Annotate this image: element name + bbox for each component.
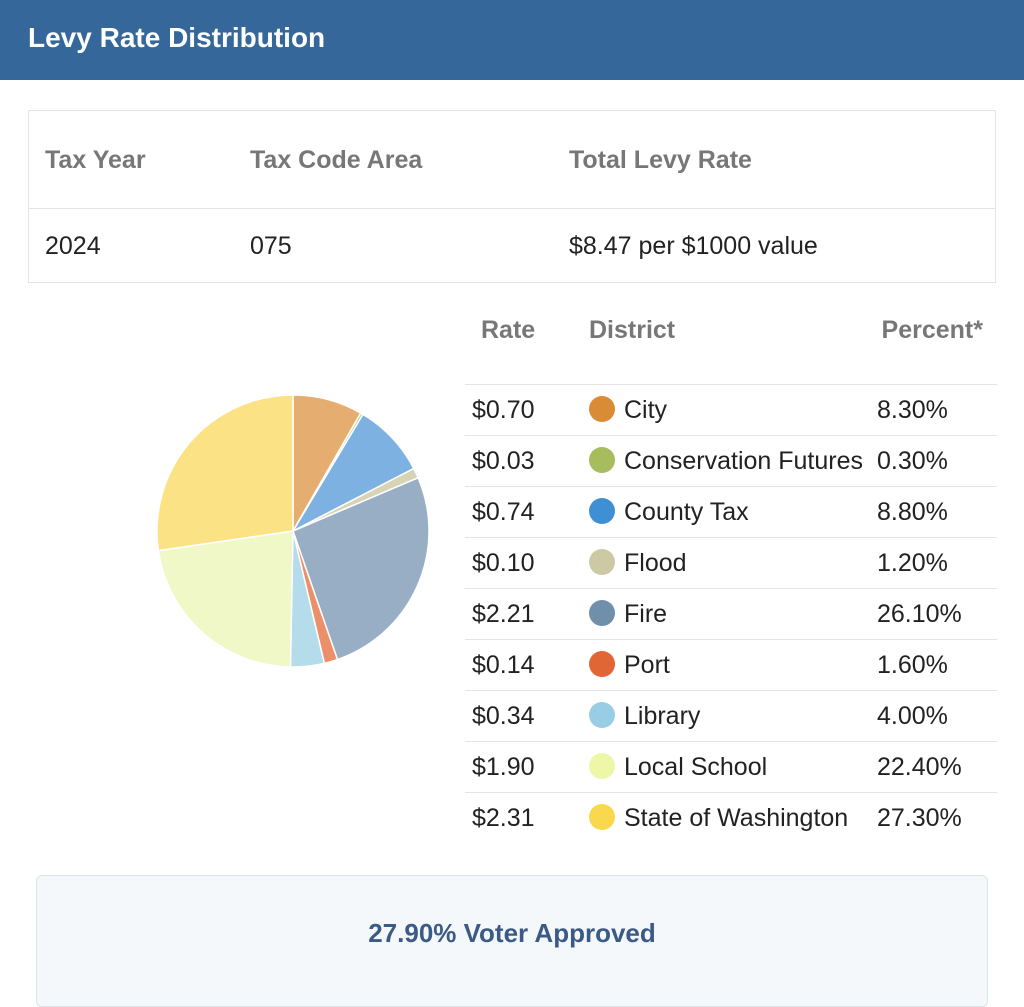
legend-dot — [589, 549, 615, 575]
district-cell: Local School — [589, 741, 869, 793]
rate-cell: $0.70 — [465, 384, 589, 436]
voter-approved-box: 27.90% Voter Approved — [36, 875, 988, 1007]
summary-header: Tax Year — [45, 146, 146, 174]
pie-chart — [156, 394, 430, 668]
district-name: City — [624, 396, 668, 424]
legend-dot — [589, 600, 615, 626]
percent-cell: 4.00% — [869, 690, 997, 742]
district-cell: Conservation Futures — [589, 435, 869, 487]
percent-cell: 26.10% — [869, 588, 997, 640]
summary-cell: $8.47 per $1000 value — [569, 232, 818, 260]
rate-cell: $0.74 — [465, 486, 589, 538]
rate-cell: $0.03 — [465, 435, 589, 487]
district-name: County Tax — [624, 498, 749, 526]
percent-cell: 27.30% — [869, 792, 997, 843]
percent-cell: 1.20% — [869, 537, 997, 589]
summary: Tax Year Tax Code Area Total Levy Rate 2… — [28, 110, 996, 283]
pie-slice — [156, 394, 294, 552]
rate-cell: $0.14 — [465, 639, 589, 691]
summary-cell: 075 — [250, 232, 292, 260]
rate-cell: $0.10 — [465, 537, 589, 589]
district-name: Library — [624, 702, 701, 730]
table-row: $0.70 City 8.30% — [465, 384, 997, 436]
legend-dot — [589, 396, 615, 422]
table-row: $0.74 County Tax 8.80% — [465, 486, 997, 538]
header-title: Levy Rate Distribution — [28, 22, 326, 53]
district-cell: County Tax — [589, 486, 869, 538]
district-name: Flood — [624, 549, 687, 577]
percent-cell: 8.30% — [869, 384, 997, 436]
table-row: $0.03 Conservation Futures 0.30% — [465, 435, 997, 487]
voter-approved: 27.90% Voter Approved — [368, 918, 656, 948]
district-name: Port — [624, 651, 670, 679]
table-row: $2.21 Fire 26.10% — [465, 588, 997, 640]
district-name: Local School — [624, 753, 768, 781]
divider — [29, 208, 995, 209]
percent-cell: 8.80% — [869, 486, 997, 538]
column-header: District — [589, 316, 676, 344]
percent-cell: 22.40% — [869, 741, 997, 793]
table-row: $0.14 Port 1.60% — [465, 639, 997, 691]
rate-cell: $2.31 — [465, 792, 589, 843]
summary-header: Total Levy Rate — [569, 146, 752, 174]
pie-slice — [157, 530, 294, 668]
levy-table: Rate District Percent* $0.70 City 8.30% $0.… — [465, 310, 997, 843]
table-row: $0.10 Flood 1.20% — [465, 537, 997, 589]
rate-cell: $1.90 — [465, 741, 589, 793]
legend-dot — [589, 498, 615, 524]
table-row: $0.34 Library 4.00% — [465, 690, 997, 742]
district-cell: Port — [589, 639, 869, 691]
rate-cell: $2.21 — [465, 588, 589, 640]
summary-cell: 2024 — [45, 232, 101, 260]
percent-cell: 1.60% — [869, 639, 997, 691]
column-header: Rate — [481, 316, 536, 344]
district-cell: Library — [589, 690, 869, 742]
summary-header: Tax Code Area — [250, 146, 423, 174]
legend-dot — [589, 447, 615, 473]
district-cell: State of Washington — [589, 792, 869, 843]
header: Levy Rate Distribution — [0, 0, 1024, 80]
legend-dot — [589, 702, 615, 728]
rate-cell: $0.34 — [465, 690, 589, 742]
district-name: Fire — [624, 600, 668, 628]
column-header: Percent* — [881, 316, 983, 344]
table-row: $2.31 State of Washington 27.30% — [465, 792, 997, 843]
district-cell: City — [589, 384, 869, 436]
district-cell: Flood — [589, 537, 869, 589]
district-name: Conservation Futures — [624, 447, 864, 475]
legend-dot — [589, 753, 615, 779]
percent-cell: 0.30% — [869, 435, 997, 487]
district-name: State of Washington — [624, 804, 849, 832]
table-row: $1.90 Local School 22.40% — [465, 741, 997, 793]
legend-dot — [589, 804, 615, 830]
pie-slice — [292, 476, 430, 661]
district-cell: Fire — [589, 588, 869, 640]
legend-dot — [589, 651, 615, 677]
